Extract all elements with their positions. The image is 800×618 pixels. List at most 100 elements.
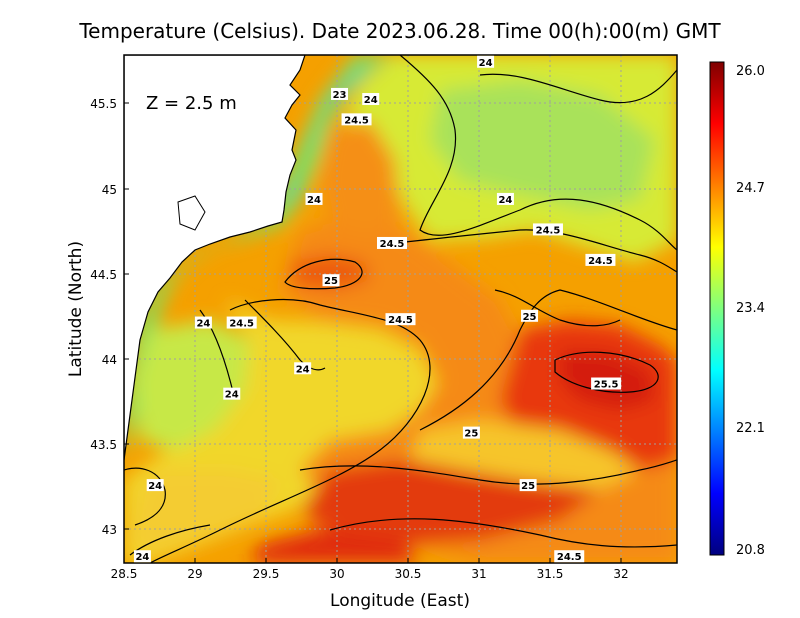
contour-label-bg [194,316,212,329]
plot-area [124,55,677,563]
contour-label-bg [554,550,585,563]
contour-24-5-south [329,518,677,548]
colorbar-tick-label: 20.8 [736,543,765,558]
contour-label-text: 24.5 [588,256,613,267]
contour-label: 24.5 [341,113,372,126]
chart-title: Temperature (Celsius). Date 2023.06.28. … [78,19,721,43]
colorbar-tick-label: 24.7 [736,181,765,196]
contour-label-bg [362,93,380,106]
contour-label-bg [322,274,340,287]
contour-label: 25 [322,274,340,287]
contour-24-offshore [479,69,677,104]
contour-label-text: 25 [523,312,537,323]
plot-frame [123,54,678,564]
red-core-bottom [250,530,420,563]
x-axis-label: Longitude (East) [330,591,470,611]
y-tick-label: 44 [102,353,117,367]
x-tick-label: 31.5 [537,567,564,581]
contour-label-bg [376,236,407,249]
contour-label-bg [496,192,514,205]
depth-label: Z = 2.5 m [146,93,237,114]
contour-25-5-core [554,351,659,393]
contour-24-5-ridge [494,289,621,327]
contour-label-text: 24 [225,390,239,401]
lower-left-yellow [130,470,280,555]
contour-label-text: 23 [333,90,347,101]
contour-label: 24.5 [385,313,416,326]
contour-label-bg [294,362,312,375]
contour-label-text: 24 [148,481,162,492]
y-tick-label: 43 [102,523,117,537]
contour-label: 24.5 [532,223,563,236]
contour-label-bg [477,55,495,68]
x-tick-label: 30.5 [395,567,422,581]
contour-label-text: 24 [196,319,210,330]
contour-label: 24 [305,192,323,206]
grid-lines [124,55,677,563]
colorbar: 26.0 24.7 23.4 22.1 20.8 [709,61,765,558]
contour-label-bg [385,313,416,326]
orange-north-patch [320,120,400,235]
y-axis-label: Latitude (North) [66,241,86,377]
colorbar-tick-label: 26.0 [736,64,765,79]
y-tick-label: 45.5 [90,97,117,111]
contour-label-text: 24.5 [388,315,413,326]
x-tick-label: 32 [613,567,628,581]
contour-label: 25 [519,479,537,492]
contour-24-inner [244,299,326,371]
contour-label: 25.5 [591,377,622,391]
northeast-green-patch [430,80,655,210]
contour-label-text: 24.5 [229,319,254,330]
contour-label: 24.5 [554,550,585,563]
colorbar-tick-label: 22.1 [736,421,765,436]
contour-label-text: 24 [498,195,512,206]
contour-label-text: 24 [364,95,378,106]
contour-label: 24 [294,362,312,375]
contour-label: 25 [462,426,480,440]
contour-label-text: 24 [135,552,149,563]
contour-label-text: 24.5 [557,552,582,563]
contour-label: 24 [194,316,212,330]
contour-label: 24.5 [585,253,616,267]
y-tick-label: 43.5 [90,438,117,452]
contour-label: 24 [362,93,380,106]
contour-24-west [199,309,233,389]
contour-label-bg [146,479,164,492]
colorbar-tick-label: 23.4 [736,301,765,316]
contour-label-text: 25 [324,276,338,287]
contour-label-bg [226,316,257,329]
contour-label: 25 [521,309,539,323]
contour-label: 24 [496,192,514,206]
y-ticks: 45.5 45 44.5 44 43.5 43 [90,97,129,537]
contour-label-bg [532,223,563,236]
contour-label-bg [585,253,616,266]
y-tick-label: 44.5 [90,268,117,282]
contour-labels: 23 24 24 24.5 24 24 24.5 24.5 24.5 25 25 24 24.5 24.5… [133,55,622,563]
contour-label-text: 24.5 [380,239,405,250]
land-mass [124,55,306,461]
contour-label-bg [133,550,151,563]
temperature-field [124,55,677,563]
contour-label-text: 25.5 [594,380,619,391]
x-tick-label: 31 [471,567,486,581]
contour-label: 24 [223,387,241,401]
contour-label-bg [521,309,539,322]
x-tick-label: 29.5 [253,567,280,581]
x-ticks: 28.5 29 29.5 30 30.5 31 31.5 32 [111,558,629,581]
contour-label: 23 [331,87,349,101]
contour-label: 24.5 [376,236,407,250]
contour-24-southwest [124,467,166,526]
contour-label-bg [223,387,241,400]
contour-25-north-loop [284,258,363,290]
colorbar-ramp [709,61,725,556]
contour-label-bg [341,113,372,126]
contour-label-bg [519,479,537,492]
contour-label-text: 25 [521,481,535,492]
contour-label-bg [591,377,622,390]
contour-label-bg [305,192,323,205]
contour-label-text: 24 [479,58,493,69]
x-tick-label: 30 [329,567,344,581]
contour-label-text: 25 [464,429,478,440]
x-tick-label: 28.5 [111,567,138,581]
